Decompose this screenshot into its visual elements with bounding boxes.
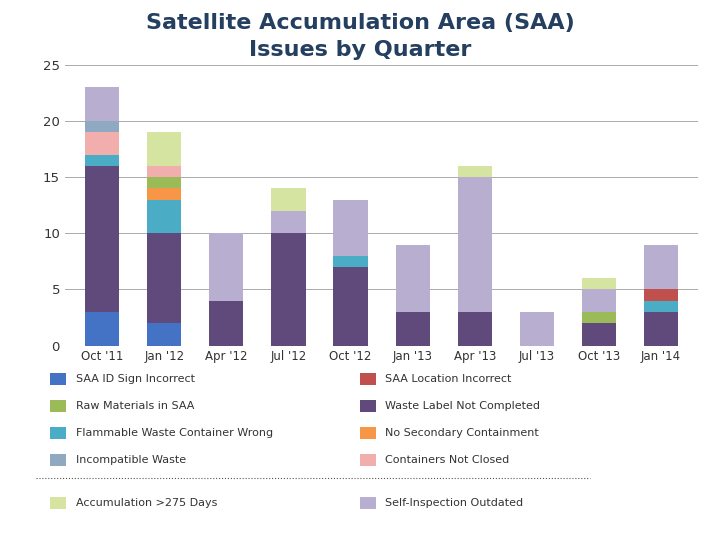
Bar: [85, 121, 119, 132]
Bar: [147, 166, 181, 177]
Bar: [644, 301, 678, 312]
Bar: [333, 267, 368, 346]
Text: SAA Location Incorrect: SAA Location Incorrect: [385, 374, 512, 384]
Bar: [147, 200, 181, 233]
Bar: [582, 323, 616, 346]
Bar: [395, 312, 430, 346]
Text: Flammable Waste Container Wrong: Flammable Waste Container Wrong: [76, 428, 273, 438]
Bar: [644, 312, 678, 346]
Bar: [458, 177, 492, 312]
Bar: [458, 166, 492, 177]
Text: Waste Label Not Completed: Waste Label Not Completed: [385, 401, 540, 411]
Bar: [582, 278, 616, 289]
Bar: [147, 323, 181, 346]
Text: Satellite Accumulation Area (SAA): Satellite Accumulation Area (SAA): [145, 14, 575, 33]
Bar: [333, 256, 368, 267]
Bar: [210, 233, 243, 301]
Bar: [333, 200, 368, 256]
Bar: [271, 233, 305, 346]
Text: SAA ID Sign Incorrect: SAA ID Sign Incorrect: [76, 374, 194, 384]
Bar: [147, 188, 181, 200]
Bar: [271, 211, 305, 233]
Bar: [395, 245, 430, 312]
Bar: [85, 166, 119, 312]
Bar: [85, 87, 119, 121]
Text: Issues by Quarter: Issues by Quarter: [249, 40, 471, 60]
Text: Incompatible Waste: Incompatible Waste: [76, 455, 186, 465]
Bar: [85, 132, 119, 154]
Bar: [644, 289, 678, 301]
Bar: [644, 245, 678, 289]
Bar: [271, 188, 305, 211]
Text: Self-Inspection Outdated: Self-Inspection Outdated: [385, 498, 523, 508]
Bar: [147, 177, 181, 188]
Bar: [458, 312, 492, 346]
Bar: [210, 301, 243, 346]
Bar: [582, 312, 616, 323]
Text: No Secondary Containment: No Secondary Containment: [385, 428, 539, 438]
Text: Containers Not Closed: Containers Not Closed: [385, 455, 510, 465]
Bar: [582, 289, 616, 312]
Bar: [147, 233, 181, 323]
Bar: [85, 154, 119, 166]
Bar: [147, 132, 181, 166]
Bar: [520, 312, 554, 346]
Text: Accumulation >275 Days: Accumulation >275 Days: [76, 498, 217, 508]
Text: Raw Materials in SAA: Raw Materials in SAA: [76, 401, 194, 411]
Bar: [85, 312, 119, 346]
